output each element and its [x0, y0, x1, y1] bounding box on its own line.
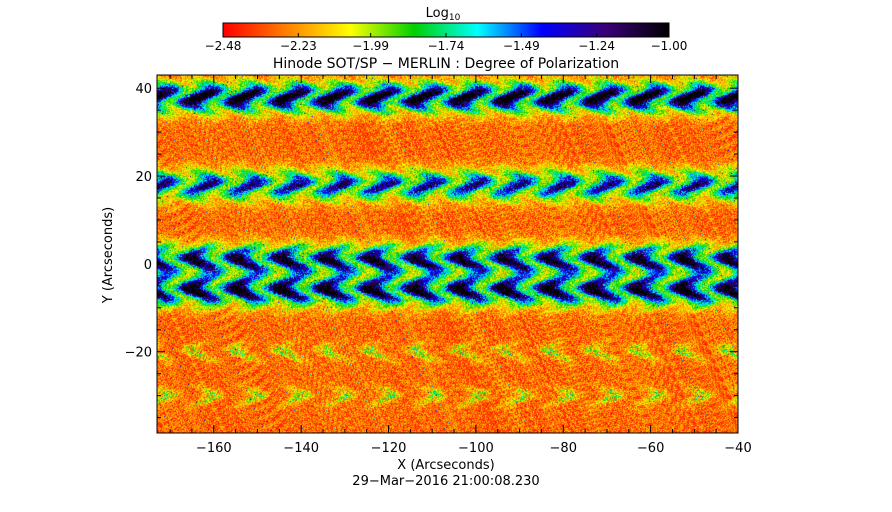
polarization-heatmap-image: [157, 75, 738, 433]
colorbar-label: Log10: [426, 6, 461, 23]
x-tick-label: −80: [550, 441, 577, 456]
colorbar-label-base: Log: [426, 6, 449, 21]
colorbar-tick-label: −1.49: [503, 39, 540, 53]
plot-area: [156, 74, 739, 434]
axis-ticks: [157, 75, 739, 433]
y-tick-label: 0: [144, 258, 152, 273]
x-tick-labels: −160 −140 −120 −100 −80 −60 −40: [196, 441, 752, 456]
colorbar-tick-label: −2.48: [205, 39, 242, 53]
y-tick-label: 40: [135, 82, 152, 97]
y-tick-label: −20: [125, 346, 152, 361]
y-tick-labels: −20 0 20 40: [125, 82, 152, 361]
colorbar-tick-label: −1.74: [428, 39, 465, 53]
colorbar-tick-label: −1.99: [352, 39, 389, 53]
colorbar-label-subscript: 10: [449, 13, 461, 23]
x-tick-label: −40: [724, 441, 751, 456]
x-tick-label: −160: [196, 441, 232, 456]
colorbar-tick-label: −1.24: [578, 39, 615, 53]
x-axis-label: X (Arcseconds): [397, 458, 494, 473]
chart-title: Hinode SOT/SP − MERLIN : Degree of Polar…: [273, 56, 619, 72]
colorbar-tick-label: −2.23: [280, 39, 317, 53]
x-tick-label: −120: [371, 441, 407, 456]
x-tick-label: −60: [637, 441, 664, 456]
colorbar-tick-label: −1.00: [651, 39, 688, 53]
colorbar-ticks: −2.48 −2.23 −1.99 −1.74 −1.49 −1.24 −1.00: [205, 33, 688, 53]
x-tick-label: −140: [283, 441, 319, 456]
plot-frame: [156, 74, 739, 434]
y-axis-label: Y (Arcseconds): [101, 207, 116, 304]
observation-timestamp: 29−Mar−2016 21:00:08.230: [352, 474, 539, 489]
y-tick-label: 20: [135, 170, 152, 185]
x-tick-label: −100: [458, 441, 494, 456]
